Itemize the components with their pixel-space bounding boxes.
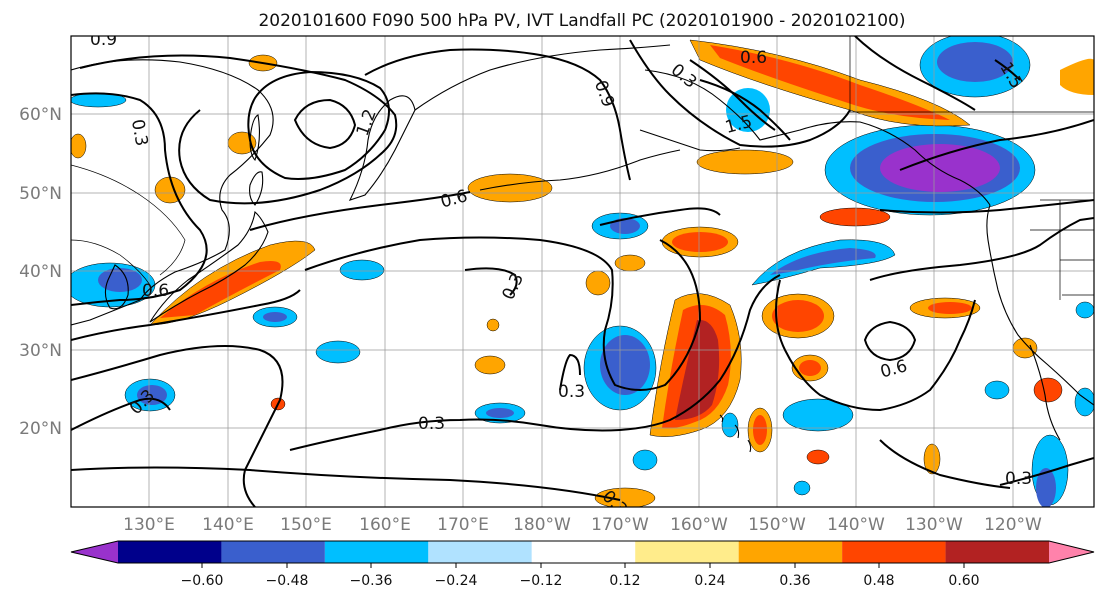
colorbar-segments — [70, 540, 1095, 564]
anomaly-region — [474, 355, 506, 375]
colorbar-segment — [635, 541, 739, 563]
anomaly-region — [806, 449, 830, 465]
colorbar-tick-label: 0.60 — [948, 573, 979, 589]
anomaly-region — [721, 412, 739, 438]
anomaly-region — [1036, 468, 1056, 507]
longitude-label: 160°W — [670, 515, 728, 535]
anomaly-region — [160, 261, 281, 318]
anomaly-region — [315, 340, 361, 364]
colorbar-tick-label: −0.60 — [181, 573, 224, 589]
anomaly-region — [984, 380, 1010, 400]
anomaly-region — [782, 398, 854, 432]
colorbar-segment — [118, 541, 222, 563]
anomaly-region — [1075, 301, 1094, 319]
anomaly-region — [227, 131, 257, 155]
anomaly-region — [71, 133, 87, 159]
pv-contours — [71, 36, 1094, 507]
colorbar: −0.60 −0.48 −0.36 −0.24 −0.12 0.12 0.24 … — [70, 540, 1095, 589]
anomaly-region — [937, 42, 1013, 82]
colorbar-segment — [945, 541, 1049, 563]
contour-label: 0.3 — [558, 382, 585, 402]
contour-label: 0.3 — [1005, 469, 1032, 489]
anomaly-region — [799, 360, 821, 376]
anomaly-region — [928, 302, 972, 314]
latitude-label: 50°N — [19, 184, 62, 204]
colorbar-tick-label: 0.12 — [609, 573, 640, 589]
anomaly-region — [594, 487, 656, 507]
shaded-anomaly-fields — [71, 36, 1094, 507]
colorbar-segment — [221, 541, 325, 563]
anomaly-region — [793, 480, 811, 496]
anomaly-region — [672, 232, 728, 252]
colorbar-tick-label: −0.48 — [266, 573, 309, 589]
colorbar-outline — [70, 540, 1095, 564]
latitude-label: 60°N — [19, 105, 62, 125]
contour-label: 0.9 — [90, 30, 117, 50]
anomaly-region — [486, 318, 500, 332]
anomaly-region — [696, 149, 794, 175]
anomaly-region — [600, 335, 650, 395]
colorbar-segment — [428, 541, 532, 563]
longitude-label: 140°E — [202, 515, 254, 535]
anomaly-region — [753, 415, 767, 445]
anomaly-region — [923, 443, 941, 475]
anomaly-region — [1060, 58, 1094, 95]
latitude-label: 20°N — [19, 419, 62, 439]
colorbar-labels: −0.60 −0.48 −0.36 −0.24 −0.12 0.12 0.24 … — [181, 573, 980, 589]
colorbar-tick-label: 0.36 — [779, 573, 810, 589]
longitude-label: 130°E — [123, 515, 175, 535]
contour-label: 0.6 — [142, 281, 169, 301]
longitude-label: 150°W — [748, 515, 806, 535]
colorbar-tick-label: −0.36 — [350, 573, 393, 589]
map-panel: 0.9 0.6 0.9 0.3 1.2 1.5 0.3 0.6 0.6 0.3 … — [70, 30, 1095, 508]
map-border — [70, 35, 1095, 508]
latitude-label: 30°N — [19, 341, 62, 361]
latitude-labels: 60°N 50°N 40°N 30°N 20°N — [19, 105, 62, 439]
longitude-label: 180°W — [513, 515, 571, 535]
longitude-label: 130°W — [905, 515, 963, 535]
colorbar-tick-label: 0.24 — [694, 573, 725, 589]
anomaly-region — [770, 248, 876, 275]
anomaly-region — [1033, 377, 1063, 403]
anomaly-region — [1074, 387, 1094, 417]
longitude-label: 120°W — [984, 515, 1042, 535]
longitude-labels: 130°E 140°E 150°E 160°E 170°E 180°W 170°… — [123, 515, 1042, 535]
colorbar-ticks — [201, 563, 965, 568]
colorbar-segment — [1049, 541, 1094, 563]
anomaly-region — [675, 319, 720, 420]
anomaly-region — [98, 268, 142, 292]
contour-label: 0.3 — [418, 414, 445, 434]
longitude-label: 170°W — [591, 515, 649, 535]
colorbar-segment — [842, 541, 946, 563]
colorbar-tick-label: −0.12 — [520, 573, 563, 589]
anomaly-region — [819, 207, 891, 227]
anomaly-region — [610, 218, 640, 234]
anomaly-region — [263, 312, 287, 322]
colorbar-segment — [738, 541, 843, 563]
contour-label: 0.3 — [127, 118, 151, 148]
longitude-label: 140°W — [827, 515, 885, 535]
colorbar-segment — [531, 541, 636, 563]
anomaly-region — [880, 144, 1000, 192]
coastlines — [71, 36, 1094, 453]
colorbar-segment — [324, 541, 429, 563]
latitude-label: 40°N — [19, 262, 62, 282]
anomaly-region — [585, 270, 611, 296]
anomaly-region — [710, 45, 950, 120]
colorbar-segment — [71, 541, 118, 563]
anomaly-region — [632, 449, 658, 471]
contour-label: 0.6 — [740, 48, 767, 68]
anomaly-region — [772, 300, 824, 332]
longitude-label: 160°E — [359, 515, 411, 535]
anomaly-region — [339, 259, 385, 281]
figure-title: 2020101600 F090 500 hPa PV, IVT Landfall… — [258, 11, 905, 31]
colorbar-tick-label: 0.48 — [863, 573, 894, 589]
colorbar-tick-label: −0.24 — [435, 573, 478, 589]
longitude-label: 150°E — [280, 515, 332, 535]
longitude-label: 170°E — [437, 515, 489, 535]
anomaly-region — [467, 173, 553, 203]
anomaly-region — [726, 88, 770, 132]
anomaly-region — [486, 408, 514, 418]
